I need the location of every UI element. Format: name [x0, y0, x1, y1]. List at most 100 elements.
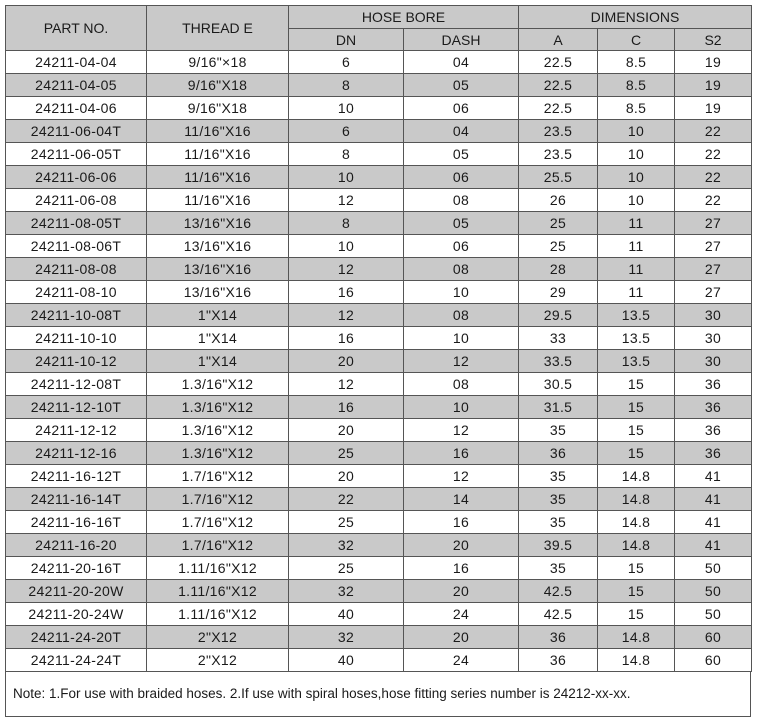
thread-cell: 11/16"X16: [147, 189, 289, 212]
table-row: 24211-24-24T 2"X12 40 24 36 14.8 60: [6, 649, 752, 672]
part-no-cell: 24211-06-04T: [6, 120, 147, 143]
table-row: 24211-16-12T 1.7/16"X12 20 12 35 14.8 41: [6, 465, 752, 488]
table-row: 24211-12-12 1.3/16"X12 20 12 35 15 36: [6, 419, 752, 442]
dn-cell: 16: [289, 281, 404, 304]
dash-cell: 16: [404, 511, 519, 534]
s2-cell: 41: [675, 465, 752, 488]
c-cell: 11: [598, 235, 675, 258]
table-row: 24211-04-05 9/16"X18 8 05 22.5 8.5 19: [6, 74, 752, 97]
s2-cell: 36: [675, 396, 752, 419]
a-cell: 26: [519, 189, 598, 212]
dash-cell: 10: [404, 281, 519, 304]
table-row: 24211-16-14T 1.7/16"X12 22 14 35 14.8 41: [6, 488, 752, 511]
table-row: 24211-12-08T 1.3/16"X12 12 08 30.5 15 36: [6, 373, 752, 396]
c-cell: 15: [598, 396, 675, 419]
s2-cell: 36: [675, 373, 752, 396]
part-no-cell: 24211-10-10: [6, 327, 147, 350]
table-row: 24211-12-10T 1.3/16"X12 16 10 31.5 15 36: [6, 396, 752, 419]
part-no-cell: 24211-20-20W: [6, 580, 147, 603]
a-cell: 36: [519, 442, 598, 465]
c-cell: 15: [598, 419, 675, 442]
a-cell: 35: [519, 465, 598, 488]
c-cell: 10: [598, 166, 675, 189]
part-no-cell: 24211-12-12: [6, 419, 147, 442]
thread-cell: 9/16"X18: [147, 74, 289, 97]
c-cell: 11: [598, 281, 675, 304]
dash-cell: 08: [404, 304, 519, 327]
c-cell: 15: [598, 580, 675, 603]
a-cell: 23.5: [519, 143, 598, 166]
c-cell: 13.5: [598, 350, 675, 373]
dn-cell: 8: [289, 212, 404, 235]
dn-cell: 32: [289, 626, 404, 649]
a-cell: 31.5: [519, 396, 598, 419]
dash-cell: 12: [404, 465, 519, 488]
part-no-cell: 24211-08-10: [6, 281, 147, 304]
c-cell: 10: [598, 120, 675, 143]
a-cell: 33: [519, 327, 598, 350]
s2-cell: 50: [675, 557, 752, 580]
dn-cell: 12: [289, 373, 404, 396]
part-no-cell: 24211-10-08T: [6, 304, 147, 327]
c-cell: 15: [598, 373, 675, 396]
c-cell: 14.8: [598, 534, 675, 557]
dn-cell: 8: [289, 74, 404, 97]
a-cell: 33.5: [519, 350, 598, 373]
dash-cell: 24: [404, 603, 519, 626]
c-cell: 15: [598, 603, 675, 626]
dash-cell: 10: [404, 327, 519, 350]
s2-cell: 27: [675, 212, 752, 235]
s2-cell: 27: [675, 258, 752, 281]
table-row: 24211-20-16T 1.11/16"X12 25 16 35 15 50: [6, 557, 752, 580]
s2-cell: 36: [675, 442, 752, 465]
part-no-cell: 24211-12-10T: [6, 396, 147, 419]
dn-cell: 10: [289, 97, 404, 120]
part-no-cell: 24211-06-06: [6, 166, 147, 189]
thread-cell: 9/16"X18: [147, 97, 289, 120]
part-no-cell: 24211-16-20: [6, 534, 147, 557]
table-row: 24211-10-10 1"X14 16 10 33 13.5 30: [6, 327, 752, 350]
dn-cell: 40: [289, 649, 404, 672]
thread-cell: 1.7/16"X12: [147, 534, 289, 557]
header-thread: THREAD E: [147, 6, 289, 51]
part-no-cell: 24211-10-12: [6, 350, 147, 373]
dash-cell: 12: [404, 419, 519, 442]
c-cell: 15: [598, 557, 675, 580]
s2-cell: 27: [675, 235, 752, 258]
part-no-cell: 24211-24-20T: [6, 626, 147, 649]
part-no-cell: 24211-12-08T: [6, 373, 147, 396]
dn-cell: 16: [289, 327, 404, 350]
a-cell: 35: [519, 488, 598, 511]
a-cell: 36: [519, 626, 598, 649]
header-dn: DN: [289, 29, 404, 51]
s2-cell: 41: [675, 534, 752, 557]
thread-cell: 1.7/16"X12: [147, 465, 289, 488]
c-cell: 10: [598, 143, 675, 166]
a-cell: 30.5: [519, 373, 598, 396]
dn-cell: 20: [289, 419, 404, 442]
table-row: 24211-16-16T 1.7/16"X12 25 16 35 14.8 41: [6, 511, 752, 534]
dash-cell: 20: [404, 534, 519, 557]
c-cell: 11: [598, 212, 675, 235]
thread-cell: 1.11/16"X12: [147, 603, 289, 626]
dash-cell: 08: [404, 258, 519, 281]
a-cell: 22.5: [519, 97, 598, 120]
table-row: 24211-04-06 9/16"X18 10 06 22.5 8.5 19: [6, 97, 752, 120]
dn-cell: 40: [289, 603, 404, 626]
dash-cell: 06: [404, 166, 519, 189]
s2-cell: 22: [675, 120, 752, 143]
table-row: 24211-16-20 1.7/16"X12 32 20 39.5 14.8 41: [6, 534, 752, 557]
c-cell: 10: [598, 189, 675, 212]
part-no-cell: 24211-16-12T: [6, 465, 147, 488]
dn-cell: 12: [289, 304, 404, 327]
spec-sheet: PART NO. THREAD E HOSE BORE DIMENSIONS D…: [5, 5, 751, 717]
thread-cell: 1"X14: [147, 350, 289, 373]
a-cell: 22.5: [519, 51, 598, 74]
a-cell: 25: [519, 235, 598, 258]
header-s2: S2: [675, 29, 752, 51]
header-part-no: PART NO.: [6, 6, 147, 51]
header-dash: DASH: [404, 29, 519, 51]
a-cell: 35: [519, 419, 598, 442]
header-hose-bore: HOSE BORE: [289, 6, 519, 29]
part-no-cell: 24211-04-05: [6, 74, 147, 97]
